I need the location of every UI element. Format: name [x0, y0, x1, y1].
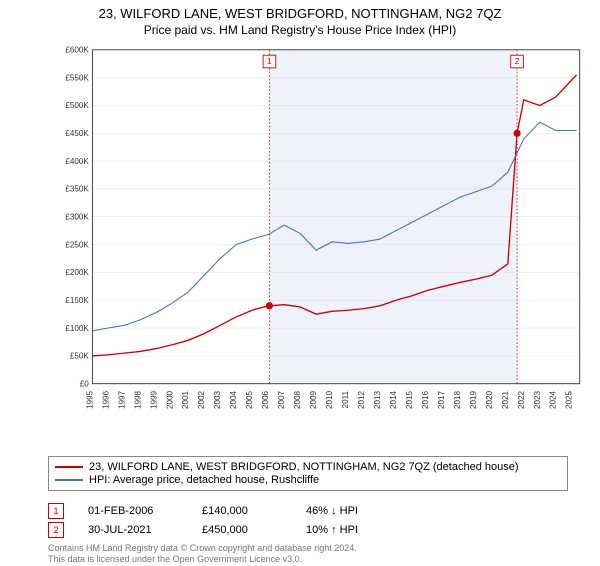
svg-text:2024: 2024 — [549, 390, 558, 409]
svg-text:2010: 2010 — [325, 390, 334, 409]
svg-text:2009: 2009 — [309, 390, 318, 409]
svg-text:2002: 2002 — [197, 390, 206, 409]
svg-text:£300K: £300K — [65, 212, 89, 221]
chart-title: 23, WILFORD LANE, WEST BRIDGFORD, NOTTIN… — [0, 6, 600, 21]
svg-text:2019: 2019 — [469, 390, 478, 409]
marker-row: 2 30-JUL-2021 £450,000 10% ↑ HPI — [48, 522, 568, 538]
legend-item: 23, WILFORD LANE, WEST BRIDGFORD, NOTTIN… — [55, 461, 561, 473]
legend-item: HPI: Average price, detached house, Rush… — [55, 474, 561, 486]
footer-line-1: Contains HM Land Registry data © Crown c… — [48, 543, 357, 554]
svg-text:1998: 1998 — [133, 390, 142, 409]
svg-text:2015: 2015 — [405, 390, 414, 409]
legend-label: 23, WILFORD LANE, WEST BRIDGFORD, NOTTIN… — [89, 461, 519, 473]
marker-date: 01-FEB-2006 — [88, 505, 178, 517]
marker-price: £450,000 — [202, 524, 282, 536]
marker-delta: 46% ↓ HPI — [306, 505, 358, 517]
chart-subtitle: Price paid vs. HM Land Registry's House … — [0, 23, 600, 37]
svg-text:2005: 2005 — [245, 390, 254, 409]
svg-text:1999: 1999 — [149, 390, 158, 409]
legend-label: HPI: Average price, detached house, Rush… — [89, 474, 319, 486]
svg-text:2008: 2008 — [293, 390, 302, 409]
svg-text:2013: 2013 — [373, 390, 382, 409]
footer-line-2: This data is licensed under the Open Gov… — [48, 554, 357, 565]
svg-text:2004: 2004 — [229, 390, 238, 409]
svg-text:£600K: £600K — [65, 46, 89, 55]
marker-number-box: 1 — [48, 503, 64, 519]
svg-text:2021: 2021 — [501, 390, 510, 409]
svg-text:2007: 2007 — [277, 390, 286, 409]
svg-text:2025: 2025 — [565, 390, 574, 409]
marker-price: £140,000 — [202, 505, 282, 517]
svg-text:1: 1 — [267, 57, 272, 66]
marker-number-box: 2 — [48, 522, 64, 538]
svg-text:2023: 2023 — [533, 390, 542, 409]
chart-area: 1 2 £0 £50K £100K £150K £200K £250K £300K £350K £4… — [48, 48, 588, 418]
svg-text:£250K: £250K — [65, 240, 89, 249]
svg-text:2006: 2006 — [261, 390, 270, 409]
chart-container: 23, WILFORD LANE, WEST BRIDGFORD, NOTTIN… — [0, 6, 600, 566]
legend-box: 23, WILFORD LANE, WEST BRIDGFORD, NOTTIN… — [48, 456, 568, 491]
svg-text:2000: 2000 — [165, 390, 174, 409]
svg-text:£200K: £200K — [65, 268, 89, 277]
marker-row: 1 01-FEB-2006 £140,000 46% ↓ HPI — [48, 503, 568, 519]
svg-text:2018: 2018 — [453, 390, 462, 409]
svg-text:£350K: £350K — [65, 185, 89, 194]
chart-svg: 1 2 £0 £50K £100K £150K £200K £250K £300K £350K £4… — [48, 48, 588, 418]
marker-date: 30-JUL-2021 — [88, 524, 178, 536]
svg-text:2014: 2014 — [389, 390, 398, 409]
marker-delta: 10% ↑ HPI — [306, 524, 358, 536]
svg-text:£50K: £50K — [70, 352, 90, 361]
svg-text:£450K: £450K — [65, 129, 89, 138]
legend: 23, WILFORD LANE, WEST BRIDGFORD, NOTTIN… — [48, 456, 568, 491]
svg-text:2: 2 — [515, 57, 520, 66]
marker-table: 1 01-FEB-2006 £140,000 46% ↓ HPI 2 30-JUL-202… — [48, 500, 568, 541]
svg-text:1997: 1997 — [117, 390, 126, 409]
svg-text:2017: 2017 — [437, 390, 446, 409]
svg-text:£0: £0 — [80, 379, 90, 388]
svg-text:£500K: £500K — [65, 101, 89, 110]
svg-text:£400K: £400K — [65, 157, 89, 166]
svg-text:2016: 2016 — [421, 390, 430, 409]
footer: Contains HM Land Registry data © Crown c… — [48, 543, 357, 565]
legend-swatch — [55, 466, 83, 468]
svg-text:2020: 2020 — [485, 390, 494, 409]
svg-text:2003: 2003 — [213, 390, 222, 409]
svg-text:£100K: £100K — [65, 324, 89, 333]
svg-text:1996: 1996 — [101, 390, 110, 409]
svg-text:2001: 2001 — [181, 390, 190, 409]
svg-text:£150K: £150K — [65, 296, 89, 305]
svg-text:2022: 2022 — [517, 390, 526, 409]
svg-text:2011: 2011 — [341, 390, 350, 408]
svg-text:2012: 2012 — [357, 390, 366, 409]
svg-text:£550K: £550K — [65, 73, 89, 82]
svg-text:1995: 1995 — [85, 390, 94, 409]
legend-swatch — [55, 479, 83, 481]
